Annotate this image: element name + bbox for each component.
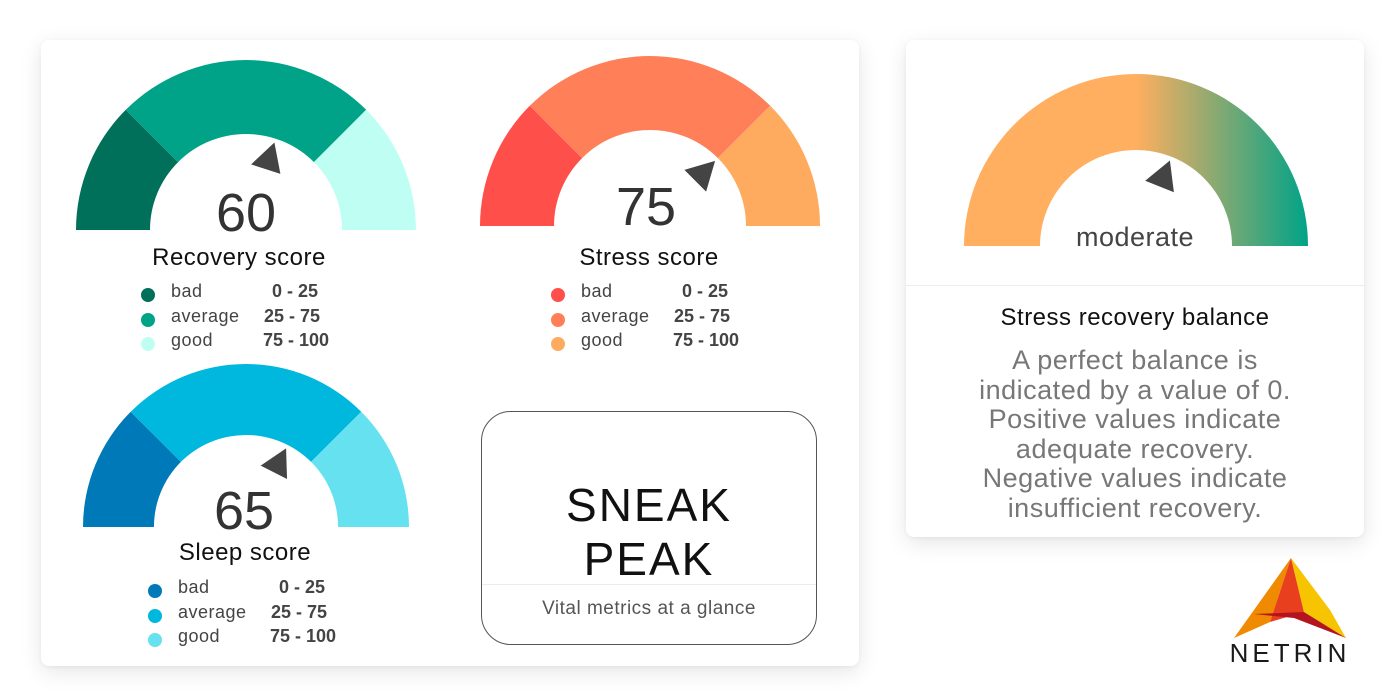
gauge-segment-average xyxy=(529,56,771,159)
legend-item-average: average 25 - 75 xyxy=(148,603,388,628)
brand-name: NETRIN xyxy=(1229,638,1351,668)
legend-dot-good xyxy=(551,337,565,351)
description-line: adequate recovery. xyxy=(1015,433,1255,464)
legend-item-bad: bad 0 - 25 xyxy=(551,282,791,307)
legend-range: 25 - 75 xyxy=(674,305,731,326)
sneak-peak-title-line2: PEAK xyxy=(583,533,715,585)
legend-dot-bad xyxy=(141,288,155,302)
recovery-gauge xyxy=(76,60,416,230)
legend-dot-good xyxy=(148,633,162,647)
balance-divider xyxy=(906,285,1364,286)
gauge-segment-bad xyxy=(83,411,181,527)
legend-label: good xyxy=(178,626,221,646)
gauge-segment-good xyxy=(717,105,820,226)
sneak-peak-divider xyxy=(482,584,816,585)
legend-range: 0 - 25 xyxy=(279,577,326,597)
legend-range: 25 - 75 xyxy=(271,601,328,622)
description-line: Positive values indicate xyxy=(988,404,1282,434)
stress-gauge xyxy=(480,56,820,226)
stress-legend: bad 0 - 25 average 25 - 75 good 75 - 100 xyxy=(551,282,791,356)
gauge-segment-good xyxy=(313,109,416,230)
balance-title: Stress recovery balance xyxy=(1000,304,1270,331)
legend-item-good: good 75 - 100 xyxy=(551,331,791,356)
legend-dot-average xyxy=(141,312,155,327)
legend-range: 75 - 100 xyxy=(673,330,740,350)
sneak-peak-title-line1: SNEAK xyxy=(566,479,732,531)
legend-label: good xyxy=(581,330,624,350)
balance-gauge xyxy=(964,74,1308,246)
legend-label: average xyxy=(581,305,650,326)
gauge-pointer-icon xyxy=(260,448,288,480)
sleep-gauge xyxy=(83,364,409,527)
legend-dot-good xyxy=(141,337,155,351)
legend-dot-average xyxy=(148,608,162,623)
gauge-segment-good xyxy=(311,411,409,527)
legend-label: average xyxy=(178,601,247,622)
balance-panel: moderate Stress recovery balance A perfe… xyxy=(906,40,1364,537)
legend-range: 75 - 100 xyxy=(263,330,330,350)
description-line: indicated by a value of 0. xyxy=(979,374,1291,405)
sneak-peak-box: SNEAK PEAK Vital metrics at a glance xyxy=(481,411,817,645)
legend-label: bad xyxy=(171,281,203,301)
sleep-legend: bad 0 - 25 average 25 - 75 good 75 - 100 xyxy=(148,578,388,652)
legend-dot-average xyxy=(551,312,565,327)
legend-range: 75 - 100 xyxy=(270,626,337,646)
legend-range: 0 - 25 xyxy=(272,281,319,301)
description-line: A perfect balance is xyxy=(1012,345,1258,375)
legend-dot-bad xyxy=(148,584,162,598)
sleep-score-title: Sleep score xyxy=(178,539,312,566)
gauge-segment-bad xyxy=(76,109,179,230)
description-line: insufficient recovery. xyxy=(1007,492,1263,523)
gauge-segment-bad xyxy=(480,105,583,226)
stress-score-title: Stress score xyxy=(579,244,719,271)
balance-description: A perfect balance is indicated by a valu… xyxy=(926,345,1344,523)
legend-item-average: average 25 - 75 xyxy=(141,307,381,332)
legend-label: bad xyxy=(581,281,613,301)
description-line: Negative values indicate xyxy=(982,463,1288,493)
legend-item-bad: bad 0 - 25 xyxy=(148,578,388,603)
netrin-logo-icon xyxy=(1234,558,1346,638)
legend-item-good: good 75 - 100 xyxy=(148,627,388,652)
legend-range: 25 - 75 xyxy=(264,305,321,326)
balance-status: moderate xyxy=(1075,222,1195,252)
recovery-score-value: 60 xyxy=(215,183,277,243)
legend-label: good xyxy=(171,330,214,350)
sneak-peak-title: SNEAK PEAK xyxy=(482,478,816,586)
sneak-peak-tagline: Vital metrics at a glance xyxy=(542,598,756,619)
legend-item-good: good 75 - 100 xyxy=(141,331,381,356)
sleep-score-value: 65 xyxy=(213,481,275,541)
legend-range: 0 - 25 xyxy=(682,281,729,301)
legend-label: average xyxy=(171,305,240,326)
legend-item-bad: bad 0 - 25 xyxy=(141,282,381,307)
recovery-score-title: Recovery score xyxy=(152,244,326,271)
recovery-legend: bad 0 - 25 average 25 - 75 good 75 - 100 xyxy=(141,282,381,356)
gauge-pointer-icon xyxy=(251,142,281,174)
gauge-segment-average xyxy=(125,60,367,163)
gauge-segment-average xyxy=(130,364,362,462)
legend-dot-bad xyxy=(551,288,565,302)
legend-label: bad xyxy=(178,577,210,597)
gauge-pointer-icon xyxy=(684,160,716,192)
legend-item-average: average 25 - 75 xyxy=(551,307,791,332)
balance-gauge-arc xyxy=(964,74,1308,246)
stress-score-value: 75 xyxy=(615,177,677,237)
balance-pointer-icon xyxy=(1145,160,1174,193)
